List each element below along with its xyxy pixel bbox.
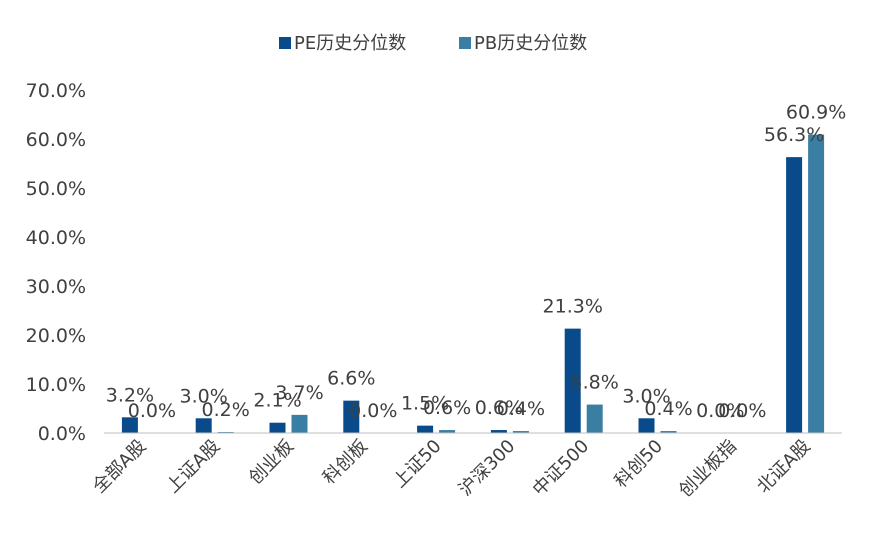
bar-pe xyxy=(417,425,434,433)
bar-pb xyxy=(660,431,677,433)
data-label-pe: 6.6% xyxy=(327,368,375,390)
bar-pb xyxy=(808,134,825,433)
data-label-pb: 0.4% xyxy=(497,398,545,420)
x-tick-label: 上证A股 xyxy=(162,436,224,498)
bar-pe xyxy=(195,418,212,433)
bar-pe xyxy=(564,328,581,433)
data-label-pe: 56.3% xyxy=(764,124,824,146)
bar-pe xyxy=(786,157,803,433)
bar-pe xyxy=(490,430,507,433)
data-label-pb: 0.0% xyxy=(349,400,397,422)
y-tick-label: 60.0% xyxy=(26,129,86,151)
x-tick-label: 创业板 xyxy=(245,436,298,489)
y-axis: 0.0% 10.0% 20.0% 30.0% 40.0% 50.0% 60.0% 70.0% xyxy=(26,80,86,445)
data-label-pe: 0.6% xyxy=(475,397,523,419)
bar-pe xyxy=(638,418,655,433)
x-tick-label: 全部A股 xyxy=(89,436,151,498)
bar-pb xyxy=(586,404,603,433)
legend: PE历史分位数 PB历史分位数 xyxy=(279,33,587,54)
data-label-pb: 60.9% xyxy=(786,102,846,124)
bar-pb xyxy=(512,431,529,433)
y-tick-label: 40.0% xyxy=(26,227,86,249)
data-label-pe: 1.5% xyxy=(401,393,449,415)
data-label-pb: 0.0% xyxy=(718,400,766,422)
y-tick-label: 10.0% xyxy=(26,374,86,396)
bar-pb xyxy=(439,430,456,433)
data-label-pb: 0.6% xyxy=(423,397,471,419)
data-labels: 3.2% 3.0% 2.1%6.6%1.5% 0.6%21.3%3.0%0.0%56.… xyxy=(106,102,847,422)
bar-pb xyxy=(291,414,308,433)
y-tick-label: 30.0% xyxy=(26,276,86,298)
y-tick-label: 70.0% xyxy=(26,80,86,102)
data-label-pe: 3.2% xyxy=(106,384,154,406)
data-label-pe: 21.3% xyxy=(543,296,603,318)
data-label-pb: 3.7% xyxy=(275,382,323,404)
data-label-pb: 0.0% xyxy=(128,400,176,422)
legend-swatch-pb xyxy=(459,37,471,49)
x-tick-label: 科创50 xyxy=(611,436,668,493)
data-label-pe: 3.0% xyxy=(180,385,228,407)
x-tick-label: 创业板指 xyxy=(675,436,741,502)
data-label-pe: 2.1% xyxy=(253,390,301,412)
data-label-pb: 0.2% xyxy=(202,399,250,421)
y-tick-label: 50.0% xyxy=(26,178,86,200)
y-tick-label: 20.0% xyxy=(26,325,86,347)
x-tick-label: 中证500 xyxy=(529,436,594,501)
legend-swatch-pe xyxy=(279,37,291,49)
x-axis: 全部A股 上证A股 创业板 科创板 上证50 沪深300 中证500 科创50 创业板指 北证A股 xyxy=(89,436,815,502)
data-label-pb: 0.4% xyxy=(644,398,692,420)
data-label-pe: 3.0% xyxy=(622,385,670,407)
x-tick-label: 沪深300 xyxy=(455,436,520,501)
x-tick-label: 科创板 xyxy=(319,436,372,489)
legend-label-pb: PB历史分位数 xyxy=(474,33,587,54)
x-tick-label: 北证A股 xyxy=(753,436,815,498)
y-tick-label: 0.0% xyxy=(38,423,86,445)
legend-label-pe: PE历史分位数 xyxy=(294,33,406,54)
bar-pe xyxy=(343,400,360,433)
bar-pe xyxy=(121,417,138,433)
data-label-pe: 0.0% xyxy=(696,400,744,422)
x-tick-label: 上证50 xyxy=(389,436,446,493)
bar-pe xyxy=(269,422,286,433)
data-label-pb: 5.8% xyxy=(571,372,619,394)
